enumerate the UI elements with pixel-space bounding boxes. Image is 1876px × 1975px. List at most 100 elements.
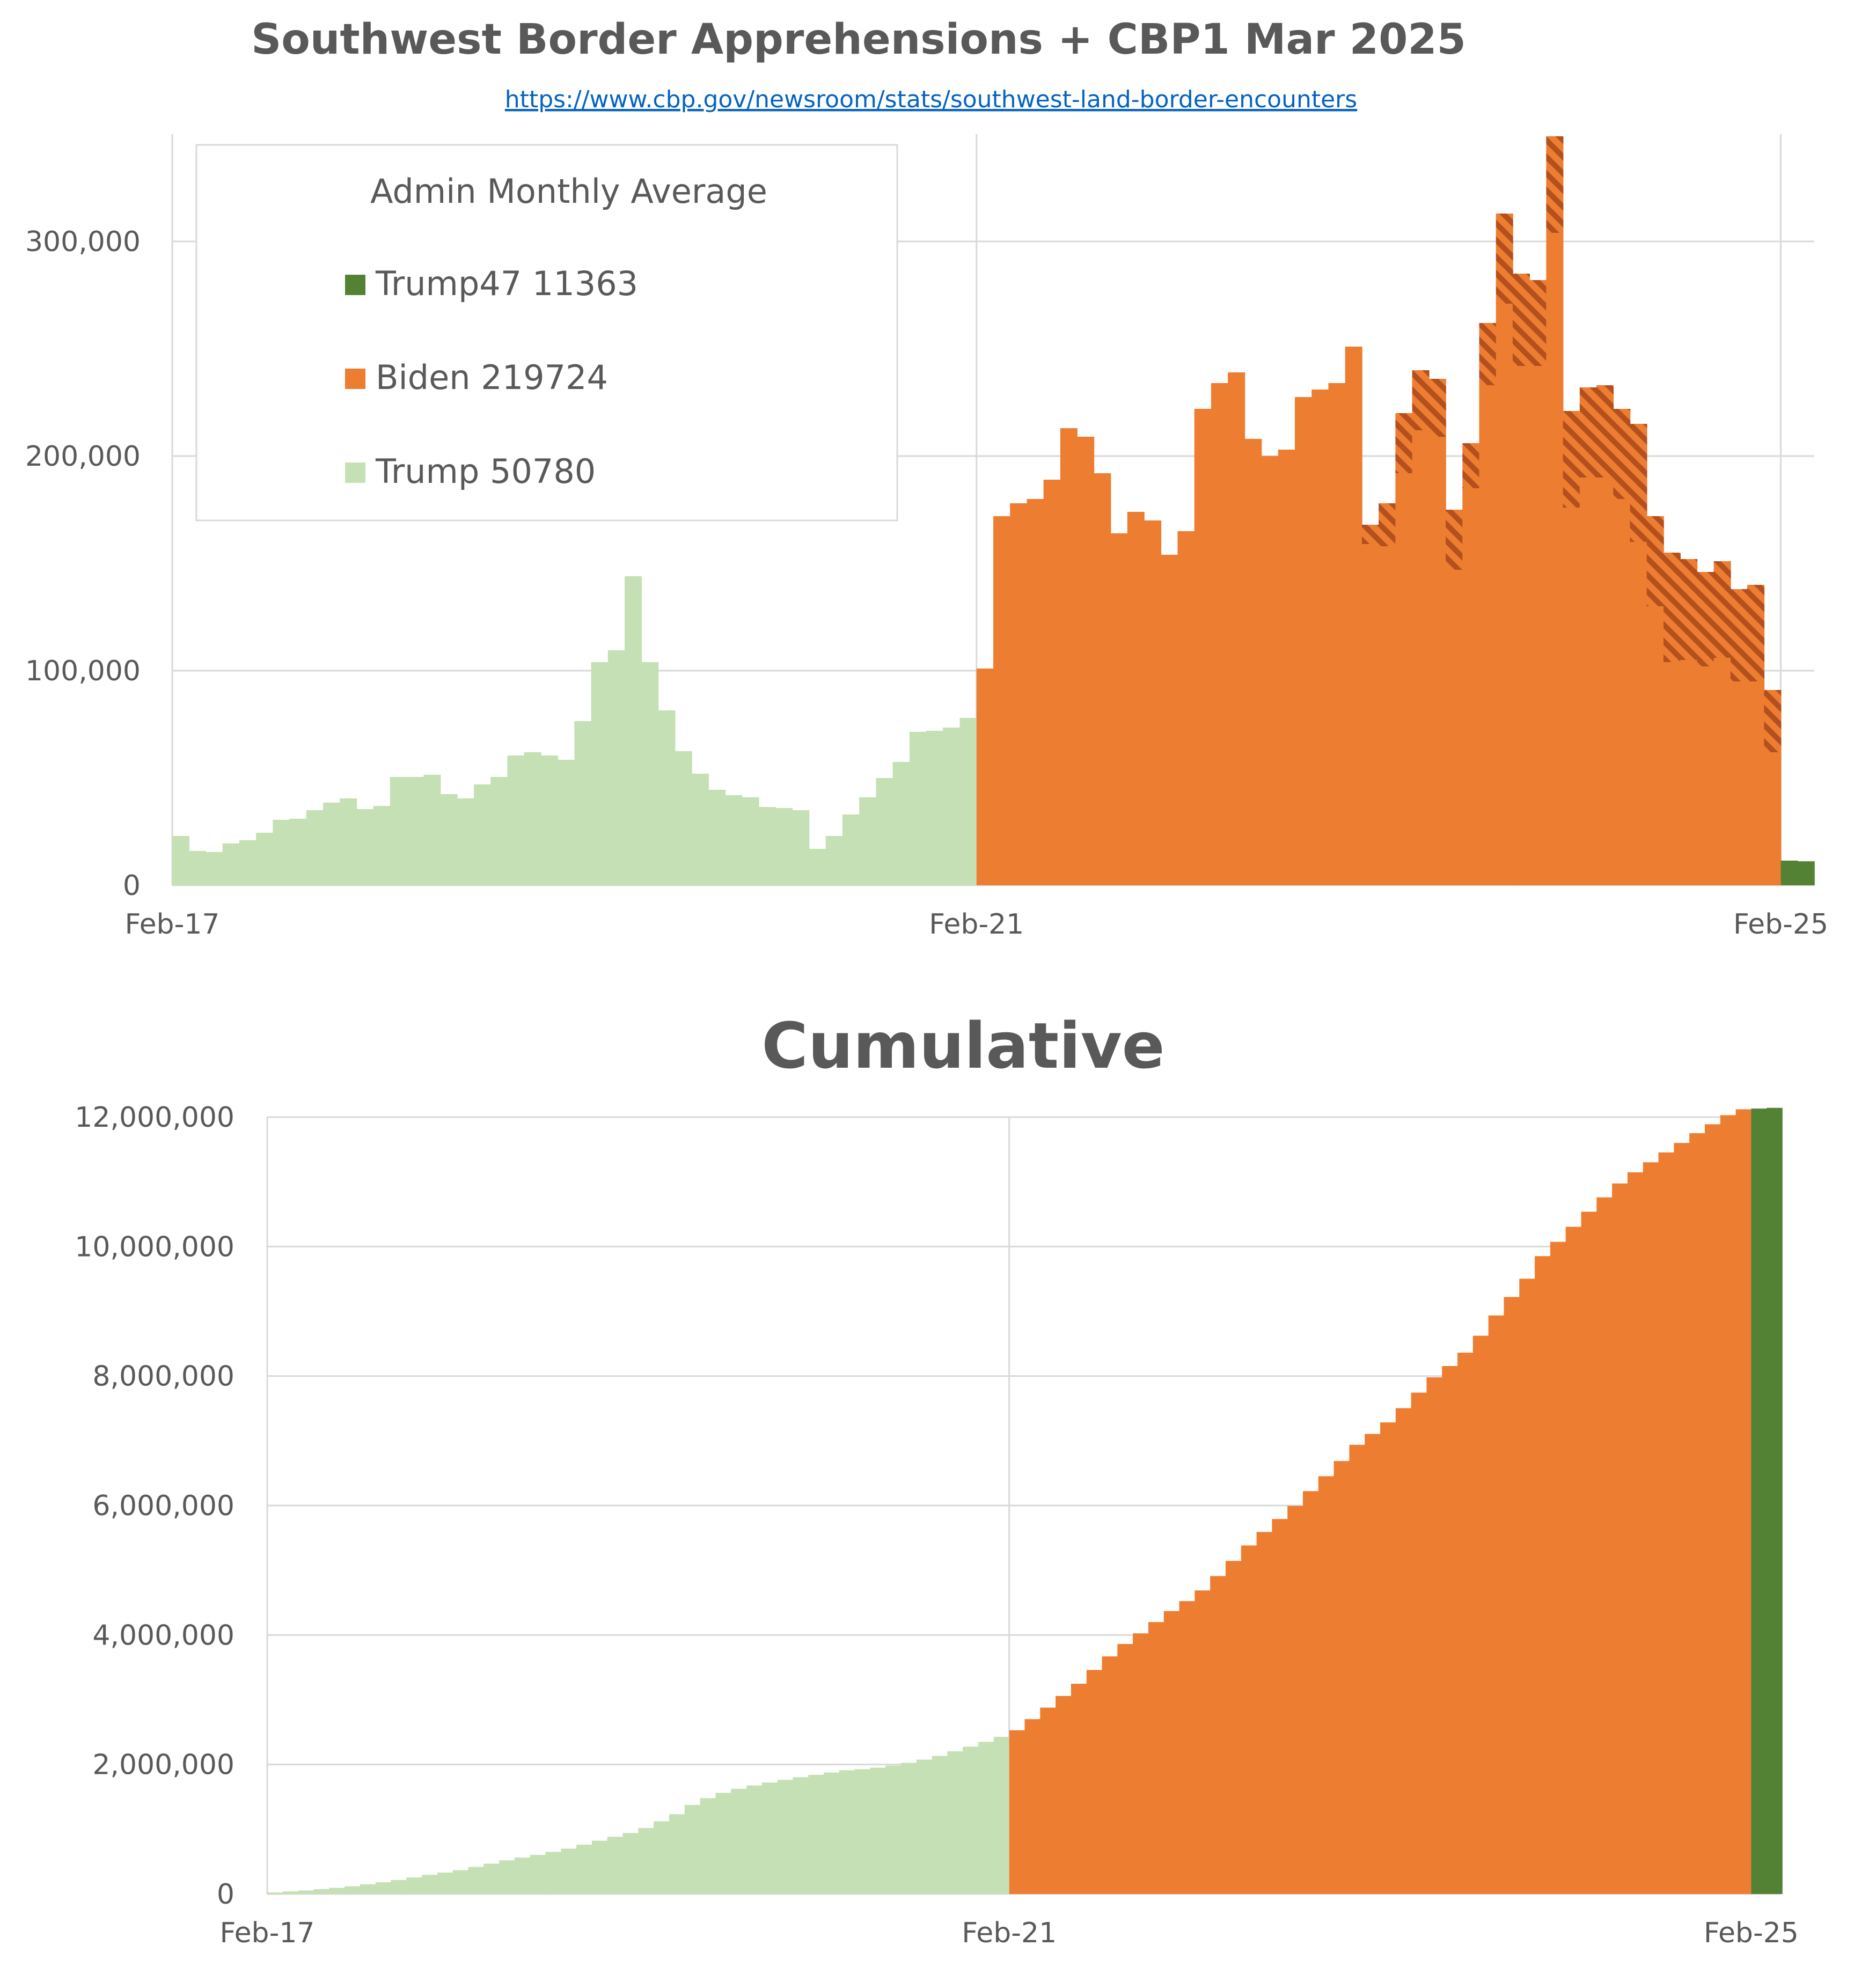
y-tick-label: 6,000,000 [92,1490,234,1522]
bar-biden-cbp1 [1596,385,1614,478]
y-tick-label: 0 [123,870,141,902]
bar-cumulative-trump [360,1884,376,1894]
bar-biden-cbp1 [1412,370,1430,430]
bar-biden [1010,503,1028,885]
bar-cumulative-biden [1704,1124,1721,1894]
y-tick-label: 2,000,000 [92,1749,234,1781]
bar-cumulative-trump [607,1837,624,1894]
bar-cumulative-trump [267,1892,283,1894]
bar-cumulative-trump [932,1756,948,1894]
x-tick-label: Feb-17 [220,1917,315,1949]
bar-trump [943,728,961,885]
bar-cumulative-trump [963,1746,979,1894]
bar-biden [1110,533,1128,885]
bar-biden-cbp1 [1496,214,1513,304]
bar-cumulative-trump [854,1769,871,1894]
bar-biden [1630,542,1647,885]
legend-label-trump: Trump 50780 [375,452,596,491]
bar-cumulative-trump [777,1780,794,1894]
bar-cumulative-trump [993,1737,1010,1894]
bar-cumulative-trump [622,1833,639,1894]
bar-biden [1697,666,1714,885]
bar-trump [172,836,190,885]
bar-cumulative-biden [1627,1172,1644,1894]
bar-biden-cbp1 [1646,516,1664,606]
bar-cumulative-trump [947,1751,964,1894]
bar-trump [742,797,759,885]
bar-biden [1328,383,1346,885]
bar-cumulative-biden [1133,1633,1149,1894]
bar-cumulative-biden [1472,1335,1489,1894]
bar-trump [306,810,324,885]
bar-biden [1295,397,1313,885]
bar-cumulative-biden [1643,1162,1659,1894]
bar-cumulative-biden [1179,1601,1196,1894]
y-tick-label: 100,000 [25,655,141,687]
bar-cumulative-biden [1411,1392,1427,1894]
bar-cumulative-trump [375,1882,392,1894]
bar-biden [1764,752,1782,885]
bar-trump [892,762,910,885]
bar-cumulative-trump [422,1875,438,1894]
bar-trump [909,732,927,885]
bar-cumulative-trump [329,1888,345,1894]
bar-cumulative-biden [1210,1576,1226,1894]
chart1-source-link[interactable]: https://www.cbp.gov/newsroom/stats/south… [505,86,1357,113]
bar-trump [189,851,207,885]
bar-cumulative-biden [1318,1476,1335,1894]
bar-cumulative-biden [1086,1670,1103,1894]
chart1-bars [172,136,1815,885]
bar-trump47 [1780,861,1798,885]
bar-cumulative-biden [1333,1461,1350,1894]
bar-trump [775,808,793,885]
chart1-y-axis: 0 100,000 200,000 300,000 [25,226,141,902]
bar-trump [407,777,424,885]
bar-biden [1663,662,1681,885]
bar-cumulative-biden [1102,1656,1118,1894]
bar-biden [1027,499,1044,885]
bar-biden [1177,531,1195,885]
bar-cumulative-biden [1117,1644,1133,1894]
bar-biden [1512,366,1530,885]
bar-biden [1613,499,1631,885]
bar-biden-cbp1 [1680,559,1698,660]
bar-cumulative-biden [1504,1297,1520,1894]
bar-biden [1144,520,1162,885]
bar-biden [976,669,994,885]
bar-biden [1278,450,1295,885]
chart2-title: Cumulative [761,1009,1164,1083]
bar-trump [540,755,558,885]
bar-trump [289,819,307,885]
bar-cumulative-biden [1163,1611,1180,1894]
bar-trump [390,777,407,885]
bar-biden [1446,570,1463,885]
bar-cumulative-trump [793,1777,809,1894]
bar-trump [641,662,659,885]
bar-trump [558,760,575,885]
bar-trump [825,836,843,885]
bar-cumulative-trump [545,1852,562,1894]
x-tick-label: Feb-25 [1733,908,1828,941]
bar-cumulative-trump47 [1751,1108,1767,1894]
bar-cumulative-trump [669,1814,685,1894]
y-tick-label: 8,000,000 [92,1361,234,1393]
bar-biden [1529,366,1547,885]
bar-biden-cbp1 [1361,525,1379,544]
bar-trump [490,777,508,885]
bar-cumulative-biden [1689,1133,1705,1894]
bar-trump [256,833,274,885]
bar-cumulative-biden [1241,1545,1257,1894]
bar-cumulative-biden [1040,1707,1056,1894]
bar-biden [1211,383,1228,885]
bar-cumulative-trump [700,1798,716,1894]
bar-cumulative-trump [437,1873,453,1894]
bar-biden-cbp1 [1479,323,1497,385]
bar-trump [457,798,474,885]
bar-biden [1261,456,1279,885]
bar-biden [1094,473,1111,885]
bar-cumulative-trump [839,1770,855,1894]
bar-biden [1546,233,1564,885]
bar-trump [658,710,676,885]
bar-cumulative-biden [1256,1532,1273,1894]
bar-biden-cbp1 [1446,510,1463,570]
